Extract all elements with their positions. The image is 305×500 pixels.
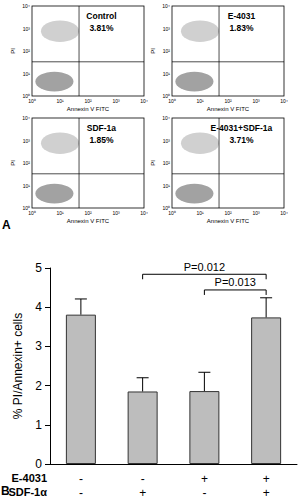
svg-text:-: - (79, 486, 83, 500)
svg-text:10⁴: 10⁴ (280, 210, 288, 216)
svg-text:+: + (139, 486, 146, 500)
svg-text:10²: 10² (84, 210, 92, 216)
svg-text:10¹: 10¹ (23, 71, 31, 77)
svg-text:1.83%: 1.83% (229, 23, 254, 33)
svg-text:P=0.012: P=0.012 (184, 261, 225, 273)
svg-text:2: 2 (35, 379, 42, 393)
svg-text:10⁰: 10⁰ (168, 210, 176, 216)
svg-text:0: 0 (35, 457, 42, 471)
svg-text:10¹: 10¹ (56, 98, 64, 104)
svg-text:P=0.013: P=0.013 (215, 276, 256, 288)
svg-text:% PI/Annexin+ cells: % PI/Annexin+ cells (11, 313, 25, 419)
svg-text:PI: PI (10, 160, 16, 166)
svg-text:10¹: 10¹ (163, 183, 171, 189)
svg-text:E-4031: E-4031 (228, 11, 256, 21)
svg-text:10³: 10³ (163, 26, 171, 32)
svg-text:E-4031+SDF-1a: E-4031+SDF-1a (211, 123, 273, 133)
svg-text:3: 3 (35, 339, 42, 353)
svg-text:Control: Control (86, 11, 116, 21)
svg-text:10²: 10² (23, 48, 31, 54)
svg-text:PI: PI (150, 48, 156, 54)
svg-text:3.81%: 3.81% (89, 23, 114, 33)
svg-text:SDF-1a: SDF-1a (87, 123, 117, 133)
svg-text:Annexin V FITC: Annexin V FITC (67, 106, 110, 112)
svg-text:Annexin V FITC: Annexin V FITC (207, 106, 250, 112)
svg-text:10³: 10³ (23, 138, 31, 144)
svg-text:10⁰: 10⁰ (28, 98, 36, 104)
svg-text:10³: 10³ (252, 98, 260, 104)
svg-text:10²: 10² (163, 160, 171, 166)
svg-text:10²: 10² (224, 210, 232, 216)
svg-text:PI: PI (150, 160, 156, 166)
svg-text:Annexin V FITC: Annexin V FITC (67, 218, 110, 224)
svg-text:Annexin V FITC: Annexin V FITC (207, 218, 250, 224)
svg-text:4: 4 (35, 300, 42, 314)
svg-text:10³: 10³ (163, 138, 171, 144)
svg-text:10⁴: 10⁴ (162, 115, 170, 121)
svg-text:SDF-1α: SDF-1α (8, 486, 47, 498)
svg-text:10¹: 10¹ (196, 210, 204, 216)
svg-text:10⁰: 10⁰ (162, 205, 170, 211)
svg-text:10⁰: 10⁰ (28, 210, 36, 216)
svg-text:3.71%: 3.71% (229, 135, 254, 145)
svg-text:1.85%: 1.85% (89, 135, 114, 145)
svg-text:10³: 10³ (23, 26, 31, 32)
svg-text:10¹: 10¹ (23, 183, 31, 189)
svg-text:-: - (79, 472, 83, 486)
svg-text:-: - (202, 486, 206, 500)
svg-text:10⁴: 10⁴ (162, 3, 170, 9)
svg-text:10⁰: 10⁰ (22, 205, 30, 211)
svg-text:10²: 10² (163, 48, 171, 54)
svg-text:10¹: 10¹ (196, 98, 204, 104)
svg-text:10⁰: 10⁰ (168, 98, 176, 104)
svg-text:+: + (263, 472, 270, 486)
svg-text:10²: 10² (224, 98, 232, 104)
svg-text:10⁴: 10⁴ (140, 210, 148, 216)
svg-text:E-4031: E-4031 (12, 472, 47, 484)
svg-text:10²: 10² (84, 98, 92, 104)
svg-text:10⁰: 10⁰ (162, 93, 170, 99)
svg-text:10¹: 10¹ (163, 71, 171, 77)
svg-text:+: + (201, 472, 208, 486)
svg-text:+: + (263, 486, 270, 500)
svg-text:B: B (1, 484, 10, 498)
svg-text:10²: 10² (23, 160, 31, 166)
svg-text:1: 1 (35, 418, 42, 432)
svg-text:10⁴: 10⁴ (280, 98, 288, 104)
svg-text:PI: PI (10, 48, 16, 54)
svg-text:A: A (2, 218, 11, 232)
svg-text:10¹: 10¹ (56, 210, 64, 216)
svg-text:10⁰: 10⁰ (22, 93, 30, 99)
svg-text:10⁴: 10⁴ (22, 115, 30, 121)
svg-text:10⁴: 10⁴ (22, 3, 30, 9)
svg-text:5: 5 (35, 261, 42, 275)
svg-text:10³: 10³ (112, 98, 120, 104)
svg-text:-: - (141, 472, 145, 486)
svg-text:10⁴: 10⁴ (140, 98, 148, 104)
svg-text:10³: 10³ (252, 210, 260, 216)
svg-text:10³: 10³ (112, 210, 120, 216)
